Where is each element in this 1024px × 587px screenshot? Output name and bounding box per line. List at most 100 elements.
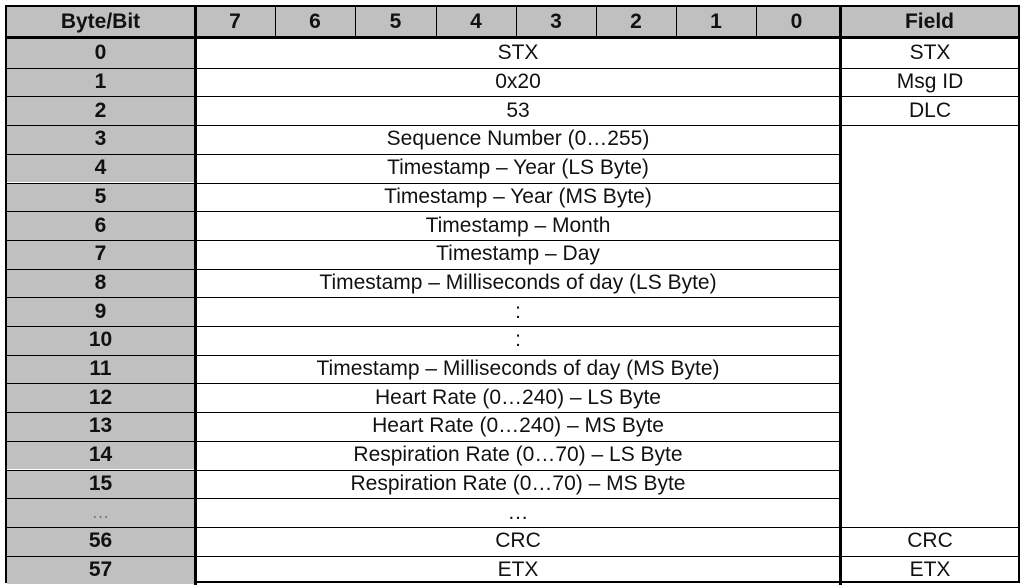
byte-content: 0x20 [495,70,541,94]
byte-content: Respiration Rate (0…70) – MS Byte [350,471,686,495]
byte-index: 1 [94,70,107,94]
byte-content: Heart Rate (0…240) – LS Byte [375,385,661,409]
bit-header-5: 5 [389,9,402,33]
byte-index: 14 [88,443,113,467]
byte-index: 3 [94,127,107,151]
byte-index: 8 [94,270,107,294]
field-row-divider [842,527,1018,528]
byte-content: ETX [497,557,539,581]
byte-index: 12 [88,385,113,409]
byte-cell-bg [7,67,194,97]
byte-cell-bg [7,182,194,212]
byte-cell-bg [7,211,194,240]
field-column-divider [839,7,842,585]
header-divider [7,36,1018,39]
byte-content: Heart Rate (0…240) – MS Byte [372,414,664,438]
byte-index: 57 [88,557,113,581]
field-row-divider [842,96,1018,97]
byte-content: … [507,500,529,524]
byte-cell-bg [7,354,194,384]
byte-content: CRC [495,529,541,553]
row-divider [7,154,839,155]
field-label: ETX [909,557,951,581]
bit-divider [516,7,517,36]
field-label: Msg ID [896,70,964,94]
row-divider [7,183,839,184]
byte-content: Timestamp – Milliseconds of day (LS Byte… [319,270,717,294]
byte-index: 11 [89,357,112,381]
byte-cell-bg [7,440,194,470]
byte-cell-bg [7,412,194,441]
byte-cell-bg [7,297,194,326]
bit-header-4: 4 [470,9,482,33]
message-format-table: Byte/Bit 7 6 5 4 3 2 1 0 Field 0 STX STX 1 0x20 Msg ID 2… [5,5,1020,585]
row-divider [7,498,839,499]
row-divider [7,527,839,528]
bit-divider [596,7,597,36]
bit-header-2: 2 [630,9,642,33]
bit-divider [275,7,276,36]
row-divider [7,96,839,97]
byte-cell-bg [7,326,194,355]
byte-content: 53 [506,98,530,122]
byte-cell-bg [7,96,194,126]
bit-divider [355,7,356,36]
row-divider [7,269,839,270]
row-divider [7,355,839,356]
row-divider [7,556,839,557]
row-divider [7,125,839,126]
byte-index: 4 [94,156,107,180]
field-row-divider [842,125,1018,126]
byte-content: Timestamp – Month [425,213,611,237]
byte-content: Respiration Rate (0…70) – LS Byte [353,443,683,467]
byte-index: 7 [94,242,107,266]
byte-cell-bg [7,239,194,269]
bit-header-6: 6 [309,9,321,33]
row-divider [7,470,839,471]
row-divider [7,383,839,384]
byte-cell-bg [7,39,194,68]
header-corner: Byte/Bit [60,9,141,33]
bit-header-0: 0 [790,9,803,33]
byte-cell-bg [7,383,194,413]
header-field: Field [904,9,954,33]
byte-content: Timestamp – Day [436,242,600,266]
byte-cell-bg [7,268,194,298]
byte-index: 6 [94,213,107,237]
byte-index: 10 [88,328,113,352]
row-divider [7,240,839,241]
row-divider [7,297,839,298]
byte-content: Timestamp – Year (MS Byte) [384,184,652,208]
byte-content: Timestamp – Year (LS Byte) [387,156,649,180]
field-label: CRC [907,529,953,553]
byte-cell-bg [7,469,194,499]
byte-index: 56 [88,529,113,553]
byte-column-divider [194,7,197,585]
byte-content: Sequence Number (0…255) [386,127,650,151]
bit-divider [756,7,757,36]
byte-cell-bg [7,125,194,154]
row-divider [7,326,839,327]
bit-divider [436,7,437,36]
field-row-divider [842,68,1018,69]
byte-cell-bg [7,555,194,585]
byte-index: 2 [94,98,107,122]
field-row-divider [842,556,1018,557]
field-label: STX [909,41,951,65]
byte-content: STX [497,41,539,65]
byte-content: Timestamp – Milliseconds of day (MS Byte… [316,357,720,381]
row-divider [7,412,839,413]
bit-divider [676,7,677,36]
byte-cell-bg [7,153,194,183]
byte-content: : [515,299,521,323]
byte-index: … [91,502,110,523]
row-divider [7,211,839,212]
byte-content: : [515,328,521,352]
byte-index: 9 [94,299,107,323]
byte-cell-bg [7,498,194,527]
bit-header-1: 1 [710,9,722,33]
byte-cell-bg [7,526,194,556]
byte-index: 0 [94,41,107,65]
byte-index: 5 [94,184,107,208]
bit-header-7: 7 [229,9,241,33]
